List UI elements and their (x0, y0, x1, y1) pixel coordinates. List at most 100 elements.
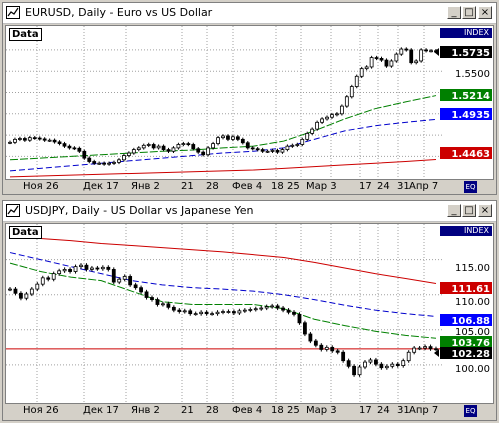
chart-settings-icon[interactable]: EQ (464, 405, 477, 417)
candle-body (429, 50, 433, 53)
minimize-button[interactable]: _ (447, 204, 461, 217)
candle-body (112, 161, 116, 164)
close-button[interactable]: × (478, 6, 492, 19)
price-label: 110.00 (455, 297, 490, 308)
candle-body (364, 66, 369, 70)
candle-body (221, 311, 225, 313)
window-titlebar[interactable]: USDJPY, Daily - US Dollar vs Japanese Ye… (3, 201, 496, 222)
candle-body (13, 138, 17, 143)
candle (242, 308, 247, 313)
candle (19, 291, 23, 301)
candle (46, 275, 51, 282)
candle (428, 344, 433, 351)
time-axis-label: Фев 4 (232, 405, 263, 416)
candle (211, 141, 215, 150)
chart-window-usdjpy[interactable]: USDJPY, Daily - US Dollar vs Japanese Ye… (2, 200, 497, 421)
candle-body (79, 264, 83, 268)
time-axis: Ноя 26 Дек 17 Янв 2 21 28 Фев 4 18 25 Мар 3 17 24 3… (5, 180, 494, 194)
candle-body (193, 313, 198, 316)
candle-body (166, 303, 171, 308)
minimize-button[interactable]: _ (447, 6, 461, 19)
candle (335, 112, 339, 117)
candle (186, 141, 191, 147)
candle (250, 146, 255, 151)
candle-body (399, 48, 404, 55)
candle (166, 301, 171, 310)
candle (346, 358, 351, 369)
price-chart-area[interactable]: 115.00 111.61 110.00 106.88 105.00 103.76 102.… (5, 223, 494, 404)
candle (128, 274, 133, 287)
candle (188, 308, 193, 316)
candle (330, 345, 335, 353)
candle-body (122, 276, 127, 280)
candle (126, 151, 131, 158)
candle-body (349, 86, 354, 98)
candle-body (264, 306, 269, 309)
candle (67, 144, 72, 150)
time-axis-label: Мар 3 (306, 405, 337, 416)
candle-body (29, 288, 34, 295)
candle (419, 48, 424, 63)
time-axis-label: 25 (287, 181, 300, 192)
candle (255, 147, 260, 152)
candle (295, 142, 300, 148)
candle (210, 311, 214, 316)
candle (177, 308, 182, 314)
candle (395, 362, 400, 368)
candle-body (24, 293, 29, 299)
candle (303, 320, 307, 337)
candle (112, 160, 116, 165)
index-button[interactable]: INDEX (440, 28, 492, 38)
candle-body (419, 49, 424, 62)
candle (265, 149, 270, 154)
candle-body (211, 143, 215, 149)
maximize-button[interactable]: □ (462, 6, 476, 19)
candle (226, 309, 231, 314)
candle-body (102, 162, 107, 165)
time-axis-label: 24 (377, 181, 390, 192)
window-titlebar[interactable]: EURUSD, Daily - Euro vs US Dollar _ □ × (3, 3, 496, 24)
candle (390, 362, 395, 369)
candle (204, 310, 209, 316)
candle (161, 144, 166, 152)
candle (399, 47, 404, 56)
candle-body (414, 60, 419, 64)
close-button[interactable]: × (478, 204, 492, 217)
candle (286, 308, 291, 315)
candle (389, 59, 394, 68)
candle (84, 263, 89, 272)
candle-body (73, 266, 78, 272)
candle-body (176, 144, 181, 149)
candle-body (404, 48, 409, 51)
candle (42, 137, 47, 142)
maximize-button[interactable]: □ (462, 204, 476, 217)
candle (285, 144, 290, 152)
candle (73, 264, 78, 274)
index-button[interactable]: INDEX (440, 226, 492, 236)
chart-window-eurusd[interactable]: EURUSD, Daily - Euro vs US Dollar _ □ × … (2, 2, 497, 195)
chart-settings-icon[interactable]: EQ (464, 181, 477, 193)
time-axis-label: 31 (397, 405, 410, 416)
candle (68, 267, 72, 274)
candle-body (379, 363, 384, 369)
candle (62, 141, 67, 148)
candle-body (292, 311, 296, 315)
candle-body (423, 346, 427, 349)
candle-body (122, 155, 126, 161)
candle-body (216, 137, 220, 145)
candle (27, 135, 32, 142)
candle (221, 134, 225, 140)
candle-body (87, 157, 92, 162)
candle-body (295, 144, 300, 146)
candle (281, 305, 285, 313)
candle-body (106, 266, 111, 270)
candle (79, 263, 83, 269)
candle-body (62, 143, 67, 147)
price-chart-area[interactable]: 1.5735 1.5500 1.5214 1.4935 1.4463 Data INDE… (5, 25, 494, 180)
candle (82, 149, 87, 160)
moving-average-red (9, 159, 437, 178)
candle-body (242, 309, 247, 312)
candle-body (335, 113, 339, 116)
candle (29, 287, 34, 297)
candle (122, 274, 127, 282)
